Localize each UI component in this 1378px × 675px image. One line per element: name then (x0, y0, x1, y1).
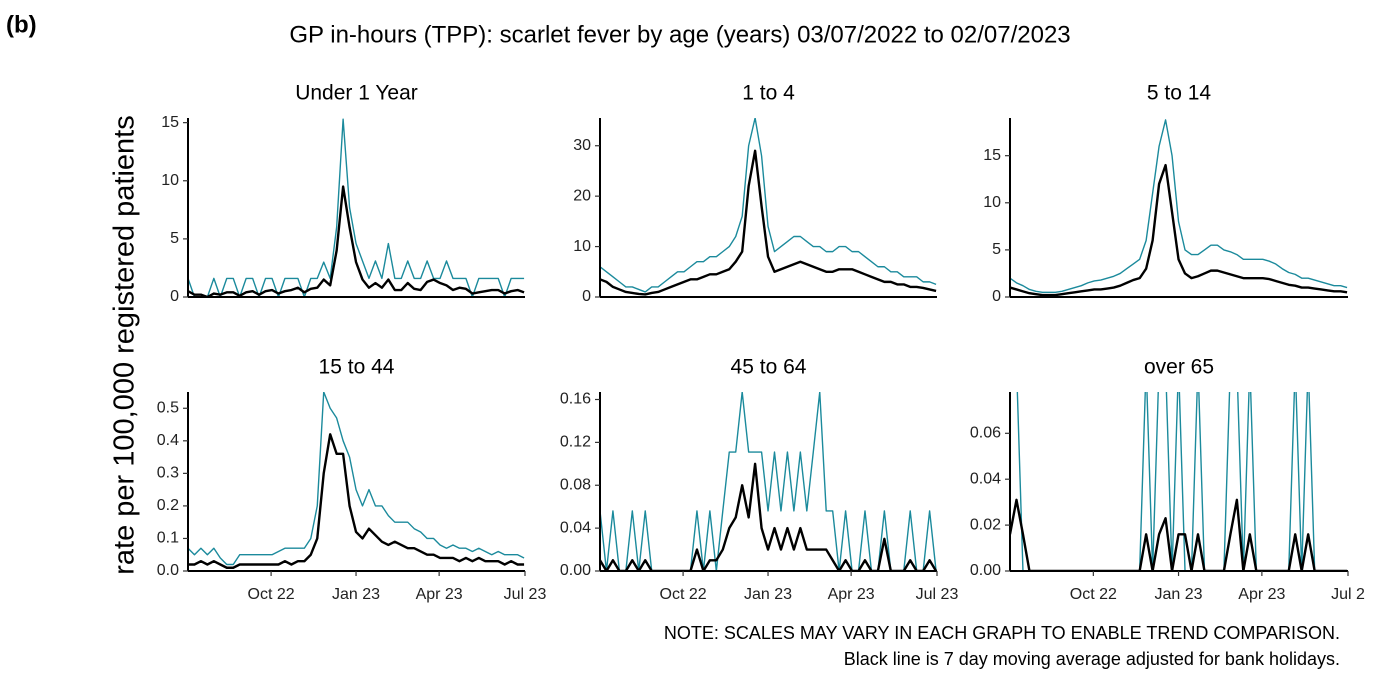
y-tick-label: 5 (170, 230, 179, 247)
series-line (1010, 163, 1348, 297)
y-tick-label: 0.12 (560, 434, 591, 451)
note: NOTE: SCALES MAY VARY IN EACH GRAPH TO E… (664, 623, 1340, 643)
y-tick-label: 0.06 (970, 425, 1001, 442)
y-tick-label: 0.04 (560, 519, 591, 536)
y-tick-label: 0.16 (560, 391, 591, 408)
y-tick-label: 5 (992, 241, 1001, 258)
x-tick-label: Apr 23 (1238, 586, 1285, 603)
panel-title: 5 to 14 (1147, 82, 1212, 105)
plot-lines (600, 118, 937, 296)
series-line (600, 462, 938, 571)
plot-lines (188, 392, 525, 569)
y-tick-label: 0.04 (970, 470, 1001, 487)
y-tick-label: 10 (161, 172, 179, 189)
x-tick-label: Jan 23 (332, 586, 380, 603)
x-tick-label: Jul 23 (504, 586, 547, 603)
x-tick-label: Oct 22 (1070, 586, 1117, 603)
y-tick-label: 15 (983, 147, 1001, 164)
plot-lines (188, 118, 525, 297)
x-tick-label: Jan 23 (744, 586, 792, 603)
y-tick-label: 20 (573, 187, 591, 204)
y-tick-label: 0.5 (157, 399, 179, 416)
series-line (600, 392, 937, 571)
y-tick-label: 0.02 (970, 516, 1001, 533)
y-tick-label: 0.00 (560, 562, 591, 579)
note: Black line is 7 day moving average adjus… (844, 649, 1340, 669)
y-tick-label: 0 (170, 288, 179, 305)
chart-title: GP in-hours (TPP): scarlet fever by age … (289, 21, 1070, 48)
series-line (1010, 119, 1348, 293)
y-tick-label: 0 (992, 288, 1001, 305)
panel-title: Under 1 Year (295, 82, 418, 105)
y-tick-label: 0.0 (157, 562, 179, 579)
series-line (188, 433, 525, 569)
y-tick-label: 10 (983, 194, 1001, 211)
y-tick-label: 0.08 (560, 476, 591, 493)
x-tick-label: Oct 22 (248, 586, 295, 603)
x-tick-label: Apr 23 (416, 586, 463, 603)
panel-title: 45 to 64 (731, 356, 807, 379)
series-line (600, 118, 937, 293)
y-tick-label: 30 (573, 137, 591, 154)
panel-title: 1 to 4 (742, 82, 795, 105)
x-tick-label: Apr 23 (828, 586, 875, 603)
y-tick-label: 0.3 (157, 465, 179, 482)
x-tick-label: Oct 22 (660, 586, 707, 603)
x-tick-label: Jul 2 (1331, 586, 1365, 603)
x-tick-label: Jan 23 (1155, 586, 1203, 603)
panel-label: (b) (6, 11, 37, 38)
y-tick-label: 15 (161, 114, 179, 131)
y-tick-label: 0.4 (157, 432, 179, 449)
y-tick-label: 0.00 (970, 562, 1001, 579)
plot-lines (1010, 392, 1348, 571)
panel-title: 15 to 44 (319, 356, 395, 379)
series-line (600, 149, 937, 296)
x-tick-label: Jul 23 (916, 586, 959, 603)
series-line (1010, 498, 1348, 571)
plot-lines (600, 392, 938, 571)
y-tick-label: 0.2 (157, 497, 179, 514)
panel-title: over 65 (1144, 356, 1214, 379)
series-line (188, 392, 525, 566)
series-line (1016, 392, 1348, 571)
y-tick-label: 0.1 (157, 530, 179, 547)
plot-lines (1010, 119, 1348, 297)
y-tick-label: 10 (573, 238, 591, 255)
y-axis-label: rate per 100,000 registered patients (109, 115, 141, 574)
series-line (188, 118, 525, 297)
series-line (188, 185, 525, 297)
y-tick-label: 0 (582, 288, 591, 305)
